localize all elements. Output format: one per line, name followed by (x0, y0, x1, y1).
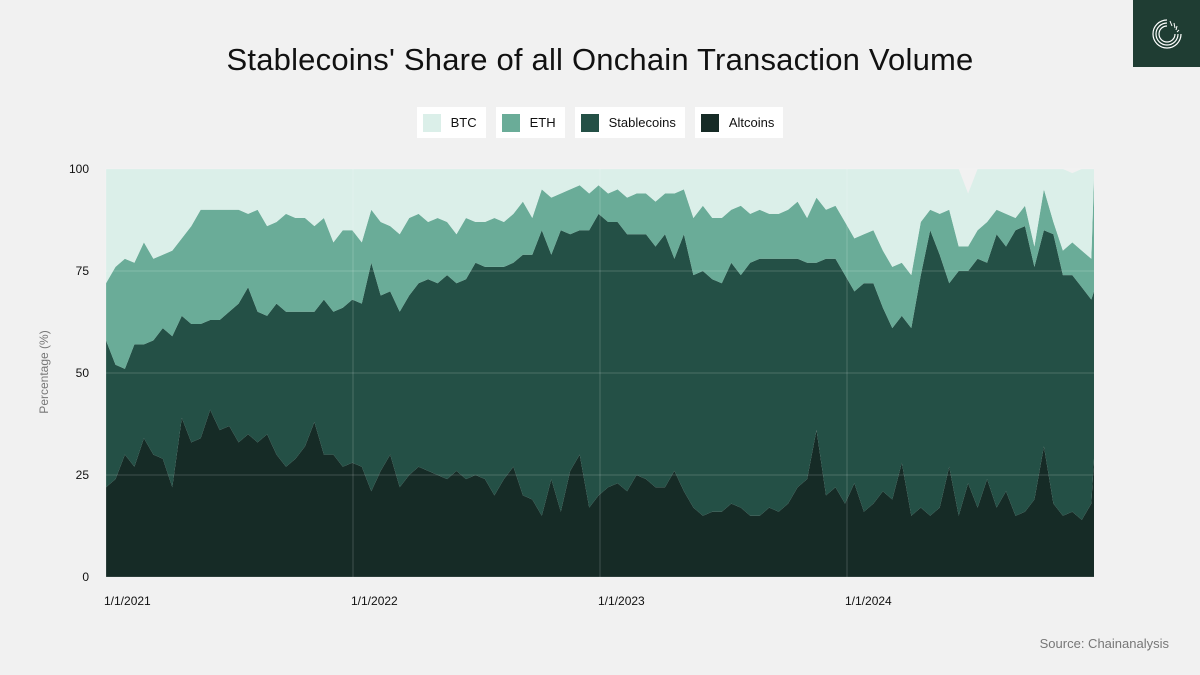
area-eth (106, 177, 1094, 369)
legend-swatch-stablecoins (580, 113, 599, 132)
legend-item-stablecoins[interactable]: Stablecoins (574, 107, 685, 138)
legend-label-stablecoins: Stablecoins (608, 115, 676, 130)
y-tick-label: 100 (69, 162, 89, 176)
legend-swatch-btc (422, 113, 441, 132)
y-tick-label: 25 (76, 468, 90, 482)
legend-item-altcoins[interactable]: Altcoins (694, 107, 784, 138)
area-stablecoins (106, 213, 1094, 520)
area-altcoins (106, 409, 1094, 577)
legend-label-altcoins: Altcoins (728, 115, 775, 130)
y-tick-label: 0 (82, 570, 89, 584)
legend-swatch-altcoins (700, 113, 719, 132)
y-tick-label: 75 (76, 264, 90, 278)
chainalysis-logo-icon (1151, 18, 1182, 49)
x-tick-label: 1/1/2022 (351, 594, 398, 608)
x-tick-label: 1/1/2021 (104, 594, 151, 608)
legend-item-eth[interactable]: ETH (495, 107, 565, 138)
chart-legend: BTC ETH Stablecoins Altcoins (0, 107, 1200, 138)
area-btc (106, 169, 1094, 284)
source-note: Source: Chainanalysis (1039, 636, 1169, 651)
legend-item-btc[interactable]: BTC (416, 107, 486, 138)
legend-label-btc: BTC (450, 115, 477, 130)
x-tick-label: 1/1/2023 (598, 594, 645, 608)
brand-logo (1133, 0, 1200, 67)
y-tick-label: 50 (76, 366, 90, 380)
chart-title: Stablecoins' Share of all Onchain Transa… (226, 42, 974, 77)
legend-label-eth: ETH (529, 115, 556, 130)
x-tick-label: 1/1/2024 (845, 594, 892, 608)
legend-swatch-eth (501, 113, 520, 132)
